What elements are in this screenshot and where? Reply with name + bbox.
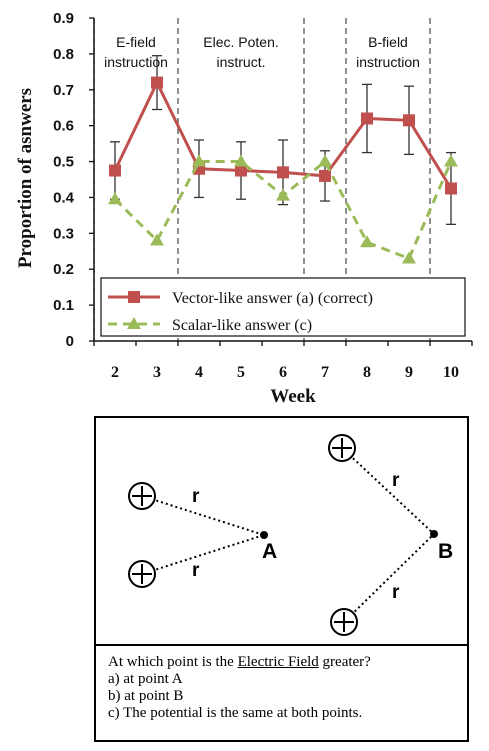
divider	[96, 644, 467, 646]
y-tick-label: 0.9	[53, 10, 74, 27]
y-tick-label: 0.7	[53, 82, 74, 99]
series-2-point	[234, 154, 248, 167]
option-c: c) The potential is the same at both poi…	[108, 705, 363, 721]
series-2-point	[402, 251, 416, 264]
x-tick-label: 7	[321, 364, 329, 381]
y-tick-label: 0.4	[53, 189, 75, 206]
y-tick-label: 0	[66, 333, 74, 350]
dotted-line-a-bottom	[141, 534, 265, 575]
question-prompt-end: greater?	[318, 654, 371, 670]
line-chart: E-field instruction Elec. Poten. instruct. B…	[15, 10, 473, 407]
question-prompt-underlined: Electric Field	[237, 654, 319, 670]
series-1-point	[235, 164, 247, 177]
region-label-1-line-1: E-field	[116, 34, 156, 50]
distance-label-a-top: r	[192, 486, 200, 507]
series-2-point	[276, 188, 290, 201]
legend-label: Scalar-like answer (c)	[172, 317, 312, 334]
x-tick-label: 10	[443, 364, 459, 381]
x-tick-label: 2	[111, 364, 119, 381]
legend-swatch-marker	[127, 317, 141, 329]
y-axis-title: Proportion of asnwers	[15, 88, 36, 268]
point-a-dot	[260, 531, 268, 539]
positive-charge-icon	[328, 434, 356, 462]
option-b: b) at point B	[108, 688, 184, 704]
region-label-3-line-2: instruction	[356, 54, 420, 70]
series-1-point	[361, 112, 373, 125]
x-tick-label: 3	[153, 364, 161, 381]
series-2-point	[150, 233, 164, 246]
dotted-line-a-top	[141, 495, 265, 536]
x-tick-label: 8	[363, 364, 371, 381]
series-1-point	[445, 182, 457, 195]
x-tick-label: 9	[405, 364, 413, 381]
legend-box	[100, 277, 466, 337]
series-1-point	[277, 166, 289, 179]
legend-label: Vector-like answer (a) (correct)	[172, 290, 373, 307]
y-tick-label: 0.6	[53, 118, 74, 135]
series-1-point	[151, 76, 163, 89]
question-box: r r A r r B At which point is the Electr…	[94, 416, 469, 742]
x-tick-label: 5	[237, 364, 245, 381]
x-axis-title: Week	[270, 386, 316, 407]
question-prompt: At which point is the Electric Field gre…	[108, 654, 458, 671]
positive-charge-icon	[128, 560, 156, 588]
distance-label-a-bottom: r	[192, 560, 200, 581]
point-b-dot	[430, 530, 438, 538]
series-2-point	[360, 235, 374, 248]
series-1-point	[109, 164, 121, 177]
series-2-point	[444, 154, 458, 167]
y-tick-label: 0.1	[53, 297, 74, 314]
y-tick-label: 0.5	[53, 154, 74, 171]
x-tick-label: 4	[195, 364, 203, 381]
series-2-point	[318, 154, 332, 167]
legend-swatch-marker	[128, 291, 140, 303]
point-b-label: B	[438, 540, 453, 563]
region-label-1-line-2: instruction	[104, 54, 168, 70]
distance-label-b-bottom: r	[392, 582, 400, 603]
dotted-line-b-top	[341, 447, 435, 535]
region-label-2-line-1: Elec. Poten.	[203, 34, 279, 50]
region-label-2-line-2: instruct.	[216, 54, 265, 70]
series-2-point	[108, 192, 122, 205]
charge-diagram: r r A r r B	[128, 434, 453, 636]
y-tick-label: 0.2	[53, 261, 74, 278]
option-a: a) at point A	[108, 671, 183, 687]
series-1-point	[319, 169, 331, 182]
point-a-label: A	[262, 540, 277, 563]
series-2-point	[192, 154, 206, 167]
positive-charge-icon	[330, 608, 358, 636]
positive-charge-icon	[128, 482, 156, 510]
question-text: At which point is the Electric Field gre…	[108, 654, 458, 722]
dotted-line-b-bottom	[343, 533, 435, 623]
y-tick-label: 0.8	[53, 46, 74, 63]
distance-label-b-top: r	[392, 470, 400, 491]
y-tick-label: 0.3	[53, 225, 74, 242]
x-tick-label: 6	[279, 364, 287, 381]
region-label-3-line-1: B-field	[368, 34, 408, 50]
question-prompt-start: At which point is the	[108, 654, 238, 670]
series-1-point	[403, 114, 415, 127]
